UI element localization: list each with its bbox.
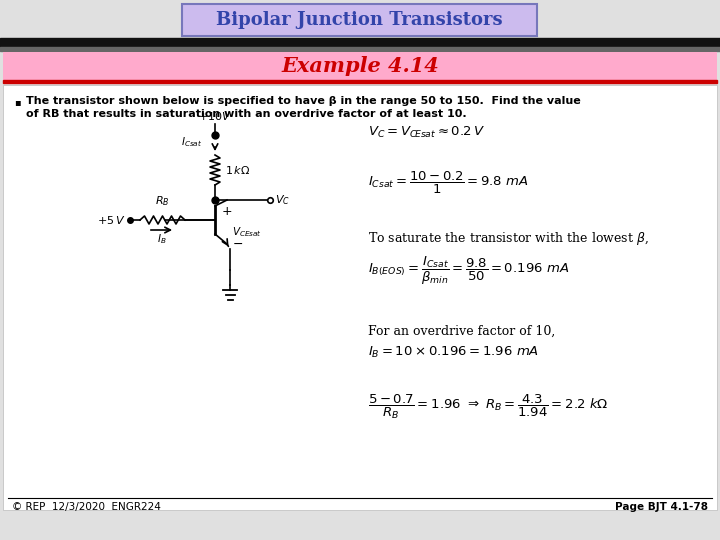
Text: ▪: ▪	[14, 97, 21, 107]
Text: $R_B$: $R_B$	[155, 194, 169, 208]
Text: $V_C = V_{C\!Esat} \approx 0.2\,V$: $V_C = V_{C\!Esat} \approx 0.2\,V$	[368, 125, 485, 140]
Text: $1\,k\Omega$: $1\,k\Omega$	[225, 164, 251, 176]
Text: $V_C$: $V_C$	[275, 193, 290, 207]
Text: +: +	[222, 205, 233, 218]
Text: $+10V$: $+10V$	[198, 110, 232, 122]
Text: $I_{Csat}$: $I_{Csat}$	[181, 135, 202, 149]
Bar	[3, 52, 717, 80]
Bar	[3, 80, 717, 83]
Text: $I_{Csat} = \dfrac{10-0.2}{1} = 9.8\ mA$: $I_{Csat} = \dfrac{10-0.2}{1} = 9.8\ mA$	[368, 170, 528, 196]
Text: The transistor shown below is specified to have β in the range 50 to 150.  Find : The transistor shown below is specified …	[26, 96, 581, 106]
Text: Bipolar Junction Transistors: Bipolar Junction Transistors	[216, 11, 503, 29]
Text: $I_B = 10 \times 0.196 = 1.96\ mA$: $I_B = 10 \times 0.196 = 1.96\ mA$	[368, 345, 539, 360]
Bar	[3, 85, 717, 510]
Text: of RB that results in saturation with an overdrive factor of at least 10.: of RB that results in saturation with an…	[26, 109, 467, 119]
Text: $-$: $-$	[232, 237, 243, 249]
Text: $\dfrac{5-0.7}{R_B} = 1.96\ \Rightarrow\ R_B = \dfrac{4.3}{1.94} = 2.2\ k\Omega$: $\dfrac{5-0.7}{R_B} = 1.96\ \Rightarrow\…	[368, 393, 608, 421]
Text: $+5\,V$: $+5\,V$	[96, 214, 125, 226]
Text: $I_B$: $I_B$	[157, 232, 167, 246]
Text: $V_{CEsat}$: $V_{CEsat}$	[232, 225, 262, 239]
Text: $I_{B(EOS)} = \dfrac{I_{Csat}}{\beta_{min}} = \dfrac{9.8}{50} = 0.196\ mA$: $I_{B(EOS)} = \dfrac{I_{Csat}}{\beta_{mi…	[368, 255, 570, 287]
Text: Example 4.14: Example 4.14	[281, 56, 439, 76]
Text: Page BJT 4.1-78: Page BJT 4.1-78	[615, 502, 708, 512]
Text: For an overdrive factor of 10,: For an overdrive factor of 10,	[368, 325, 555, 338]
Text: © REP  12/3/2020  ENGR224: © REP 12/3/2020 ENGR224	[12, 502, 161, 512]
Bar	[0, 47, 720, 51]
Bar	[0, 38, 720, 47]
FancyBboxPatch shape	[182, 4, 537, 36]
Text: To saturate the transistor with the lowest $\beta$,: To saturate the transistor with the lowe…	[368, 230, 649, 247]
